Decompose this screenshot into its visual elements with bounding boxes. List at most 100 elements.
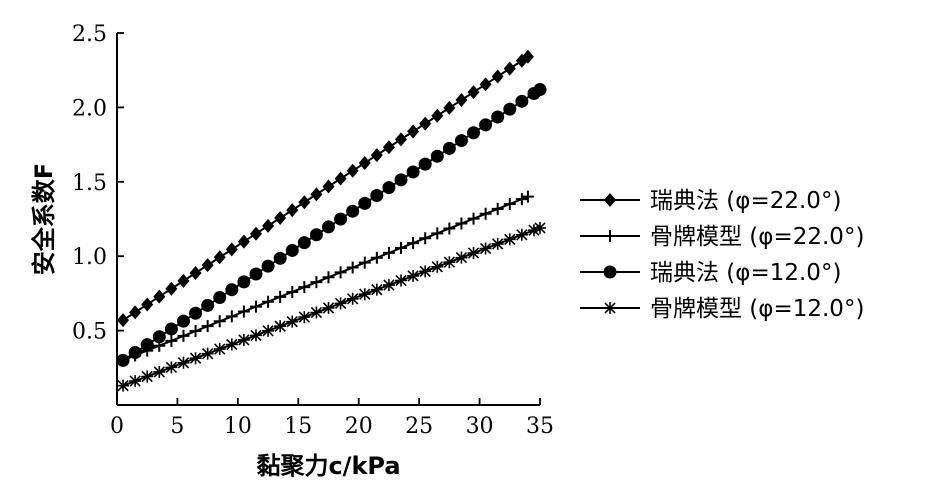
data-point: [176, 314, 190, 328]
data-point: [249, 226, 262, 241]
series-line: [122, 226, 541, 387]
data-point: [455, 251, 468, 264]
series-2: [116, 83, 547, 367]
data-point: [431, 227, 444, 240]
data-point: [407, 269, 420, 282]
data-point: [286, 203, 299, 218]
series-0: [117, 49, 534, 328]
data-point: [297, 236, 311, 250]
data-point: [225, 283, 239, 297]
data-point: [298, 281, 311, 294]
data-point: [213, 343, 226, 356]
data-point: [249, 300, 262, 313]
data-point: [382, 181, 396, 195]
data-point: [334, 171, 347, 186]
data-point: [141, 297, 154, 312]
legend-item-2: 瑞典法 (φ=12.0°): [580, 260, 841, 286]
data-point: [442, 141, 456, 155]
data-point: [467, 85, 480, 100]
data-point: [419, 232, 432, 245]
data-point: [407, 237, 420, 250]
data-point: [129, 375, 142, 388]
series-marks: [116, 49, 547, 392]
data-point: [443, 222, 456, 235]
data-point: [261, 259, 275, 273]
legend-item-3: 骨牌模型 (φ=12.0°): [580, 296, 864, 322]
x-tick-label: 20: [345, 414, 373, 439]
data-point: [491, 69, 504, 84]
data-point: [503, 233, 516, 246]
legend: 瑞典法 (φ=22.0°) 骨牌模型 (φ=22.0°) 瑞典法 (φ=12.0°)…: [580, 188, 864, 322]
data-point: [213, 291, 227, 305]
data-point: [533, 83, 547, 97]
data-point: [479, 242, 492, 255]
data-point: [177, 356, 190, 369]
data-point: [515, 94, 529, 108]
data-point: [358, 288, 371, 301]
data-point: [262, 295, 275, 308]
data-point: [358, 155, 371, 170]
data-point: [467, 126, 481, 140]
legend-marker: [604, 230, 616, 242]
legend-label: 瑞典法 (φ=22.0°): [650, 188, 841, 214]
data-point: [310, 187, 323, 202]
data-point: [322, 271, 335, 284]
data-point: [286, 315, 299, 328]
data-point: [129, 305, 142, 320]
data-point: [395, 274, 408, 287]
data-point: [431, 260, 444, 273]
data-point: [479, 77, 492, 92]
data-point: [370, 251, 383, 264]
x-tick-label: 10: [224, 414, 252, 439]
legend-marker: [604, 193, 616, 207]
data-point: [346, 163, 359, 178]
data-point: [177, 329, 190, 342]
data-point: [358, 256, 371, 269]
data-point: [443, 100, 456, 115]
data-point: [370, 189, 384, 203]
data-point: [346, 204, 360, 218]
data-point: [152, 330, 166, 344]
y-tick-label: 2.0: [72, 96, 107, 121]
series-1: [117, 190, 534, 367]
data-point: [164, 322, 178, 336]
data-point: [237, 275, 251, 289]
data-point: [406, 165, 420, 179]
data-point: [515, 193, 528, 206]
data-point: [262, 218, 275, 233]
data-point: [334, 266, 347, 279]
data-point: [225, 242, 238, 257]
legend-label: 骨牌模型 (φ=12.0°): [650, 296, 864, 322]
data-point: [237, 333, 250, 346]
series-3: [117, 221, 546, 392]
data-point: [298, 195, 311, 210]
data-point: [153, 365, 166, 378]
y-tick-label: 2.5: [72, 22, 107, 47]
data-point: [322, 301, 335, 314]
data-point: [189, 266, 202, 281]
y-tick-label: 0.5: [72, 320, 107, 345]
data-point: [455, 217, 468, 230]
data-point: [225, 338, 238, 351]
data-point: [334, 212, 348, 226]
data-point: [201, 298, 215, 312]
data-point: [153, 289, 166, 304]
data-point: [117, 379, 130, 392]
data-point: [165, 334, 178, 347]
data-point: [419, 265, 432, 278]
data-point: [274, 290, 287, 303]
data-point: [370, 148, 383, 163]
data-point: [431, 108, 444, 123]
data-point: [370, 283, 383, 296]
data-point: [527, 224, 540, 237]
data-point: [298, 311, 311, 324]
data-point: [249, 329, 262, 342]
data-point: [479, 118, 493, 132]
data-point: [467, 247, 480, 260]
data-point: [491, 202, 504, 215]
data-point: [503, 61, 516, 76]
data-point: [225, 310, 238, 323]
data-point: [491, 237, 504, 250]
data-point: [237, 305, 250, 318]
